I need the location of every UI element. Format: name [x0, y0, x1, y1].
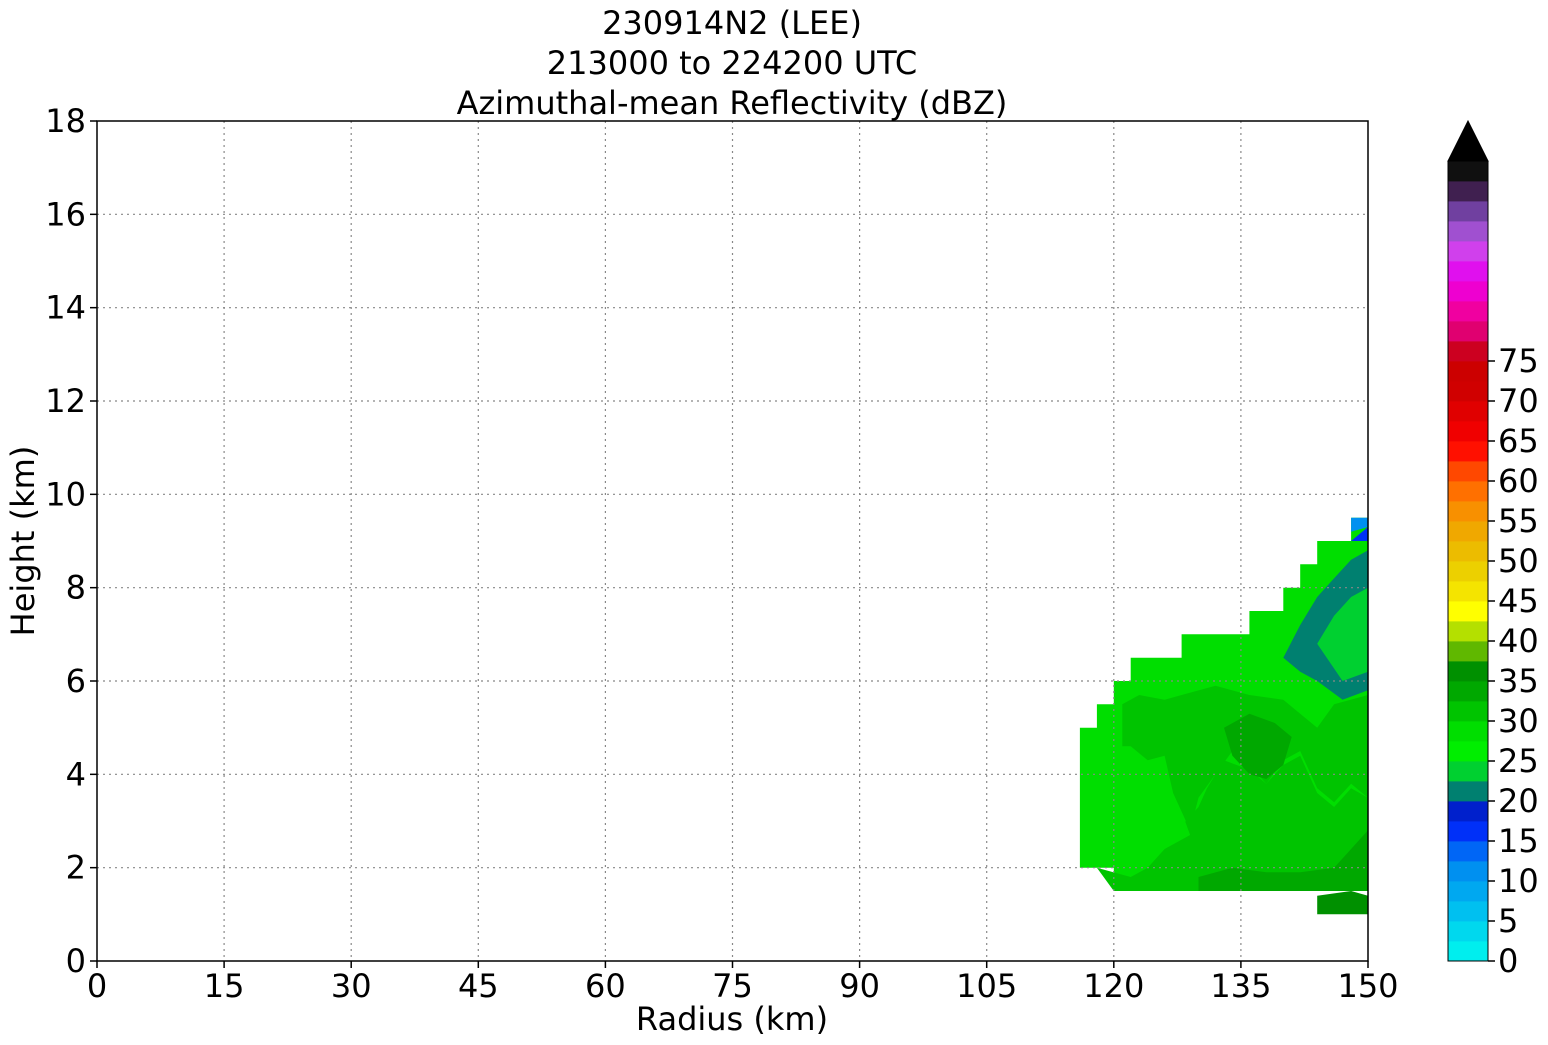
- colorbar-swatch: [1448, 541, 1488, 562]
- region-top-blue: [1351, 517, 1368, 532]
- colorbar-tick-label: 75: [1498, 342, 1539, 380]
- colorbar-swatch: [1448, 441, 1488, 462]
- y-tick-label: 6: [66, 662, 86, 700]
- colorbar-swatch: [1448, 941, 1488, 962]
- x-axis-label: Radius (km): [636, 1000, 828, 1038]
- region-bottom-core: [1198, 830, 1368, 891]
- colorbar-swatch: [1448, 361, 1488, 382]
- chart-title: 230914N2 (LEE) 213000 to 224200 UTC Azim…: [457, 4, 1008, 122]
- y-tick-label: 2: [66, 849, 86, 887]
- colorbar-swatch: [1448, 301, 1488, 322]
- x-tick-label: 60: [585, 967, 626, 1005]
- colorbar-tick-label: 0: [1498, 942, 1518, 980]
- colorbar-swatch: [1448, 221, 1488, 242]
- colorbar-swatch: [1448, 661, 1488, 682]
- colorbar-tick-label: 70: [1498, 382, 1539, 420]
- colorbar-swatch: [1448, 461, 1488, 482]
- colorbar-tick-label: 40: [1498, 622, 1539, 660]
- x-tick-label: 135: [1210, 967, 1271, 1005]
- y-tick-label: 16: [45, 195, 86, 233]
- colorbar-swatch: [1448, 601, 1488, 622]
- y-tick-label: 0: [66, 942, 86, 980]
- colorbar-tick-label: 60: [1498, 462, 1539, 500]
- colorbar-swatch: [1448, 801, 1488, 822]
- x-tick-label: 105: [956, 967, 1017, 1005]
- region-top-teal: [1351, 527, 1368, 541]
- colorbar-swatch: [1448, 381, 1488, 402]
- colorbar-swatch: [1448, 761, 1488, 782]
- region-core-highlight: [1224, 713, 1292, 779]
- colorbar-swatch: [1448, 421, 1488, 442]
- x-axis: 0 15 30 45 60 75 90 105 120 135 150: [87, 961, 1399, 1005]
- colorbar-swatch: [1448, 841, 1488, 862]
- x-tick-label: 0: [87, 967, 107, 1005]
- colorbar-swatch: [1448, 681, 1488, 702]
- title-line-2: 213000 to 224200 UTC: [547, 44, 917, 82]
- colorbar-tick-label: 65: [1498, 422, 1539, 460]
- colorbar-swatch: [1448, 561, 1488, 582]
- y-tick-label: 14: [45, 289, 86, 327]
- colorbar-swatch: [1448, 321, 1488, 342]
- colorbar-swatch: [1448, 881, 1488, 902]
- colorbar-swatch: [1448, 901, 1488, 922]
- x-tick-label: 120: [1083, 967, 1144, 1005]
- y-tick-label: 4: [66, 755, 86, 793]
- y-axis: 0 2 4 6 8 10 12 14 16 18: [45, 102, 97, 980]
- colorbar-swatch: [1448, 621, 1488, 642]
- colorbar-tick-label: 15: [1498, 822, 1539, 860]
- colorbar-swatch: [1448, 701, 1488, 722]
- y-tick-label: 18: [45, 102, 86, 140]
- colorbar-swatch: [1448, 261, 1488, 282]
- colorbar-swatch: [1448, 821, 1488, 842]
- colorbar-swatch: [1448, 781, 1488, 802]
- y-tick-label: 8: [66, 569, 86, 607]
- y-tick-label: 12: [45, 382, 86, 420]
- colorbar-swatch: [1448, 921, 1488, 942]
- colorbar-swatch: [1448, 161, 1488, 182]
- colorbar-tick-label: 55: [1498, 502, 1539, 540]
- colorbar-swatch: [1448, 341, 1488, 362]
- y-axis-label: Height (km): [4, 446, 42, 637]
- title-line-1: 230914N2 (LEE): [602, 4, 862, 42]
- region-upper-core: [1317, 587, 1368, 681]
- region-main-echo-core: [1096, 755, 1368, 891]
- colorbar-tick-label: 35: [1498, 662, 1539, 700]
- colorbar-swatch: [1448, 861, 1488, 882]
- title-line-3: Azimuthal-mean Reflectivity (dBZ): [457, 84, 1008, 122]
- x-tick-label: 75: [712, 967, 753, 1005]
- colorbar-tick-label: 5: [1498, 902, 1518, 940]
- colorbar-tick-label: 30: [1498, 702, 1539, 740]
- plot-area: [96, 120, 1369, 962]
- reflectivity-regions: [1079, 517, 1368, 915]
- colorbar-swatch: [1448, 581, 1488, 602]
- x-tick-label: 90: [839, 967, 880, 1005]
- colorbar-swatch: [1448, 741, 1488, 762]
- x-tick-label: 30: [331, 967, 372, 1005]
- colorbar-swatch: [1448, 201, 1488, 222]
- x-tick-label: 15: [204, 967, 245, 1005]
- grid: [97, 121, 1368, 961]
- colorbar-swatch: [1448, 481, 1488, 502]
- colorbar-swatch: [1448, 401, 1488, 422]
- x-tick-label: 45: [458, 967, 499, 1005]
- colorbar-swatch: [1448, 501, 1488, 522]
- colorbar-swatch: [1448, 281, 1488, 302]
- colorbar-swatch: [1448, 721, 1488, 742]
- colorbar-swatch: [1448, 181, 1488, 202]
- colorbar-tick-label: 10: [1498, 862, 1539, 900]
- region-dark-band: [1113, 746, 1191, 873]
- y-tick-label: 10: [45, 475, 86, 513]
- colorbar-tick-label: 45: [1498, 582, 1539, 620]
- colorbar-swatch: [1448, 521, 1488, 542]
- region-bright-base: [1317, 891, 1368, 915]
- colorbar-tick-label: 25: [1498, 742, 1539, 780]
- x-tick-label: 150: [1337, 967, 1398, 1005]
- colorbar-swatch: [1448, 641, 1488, 662]
- colorbar-tick-label: 20: [1498, 782, 1539, 820]
- colorbar-tick-label: 50: [1498, 542, 1539, 580]
- colorbar-swatch: [1448, 241, 1488, 262]
- colorbar-extend-arrow: [1447, 119, 1489, 162]
